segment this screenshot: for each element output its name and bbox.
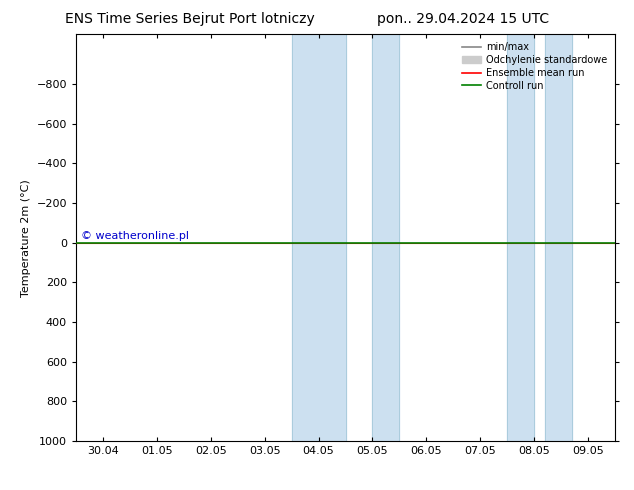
Bar [292,34,346,441]
Bar [373,34,399,441]
Text: © weatheronline.pl: © weatheronline.pl [81,231,190,241]
Text: pon.. 29.04.2024 15 UTC: pon.. 29.04.2024 15 UTC [377,12,549,26]
Y-axis label: Temperature 2m (°C): Temperature 2m (°C) [21,179,31,296]
Bar [507,34,534,441]
Text: ENS Time Series Bejrut Port lotniczy: ENS Time Series Bejrut Port lotniczy [65,12,315,26]
Bar [545,34,572,441]
Legend: min/max, Odchylenie standardowe, Ensemble mean run, Controll run: min/max, Odchylenie standardowe, Ensembl… [459,39,610,94]
